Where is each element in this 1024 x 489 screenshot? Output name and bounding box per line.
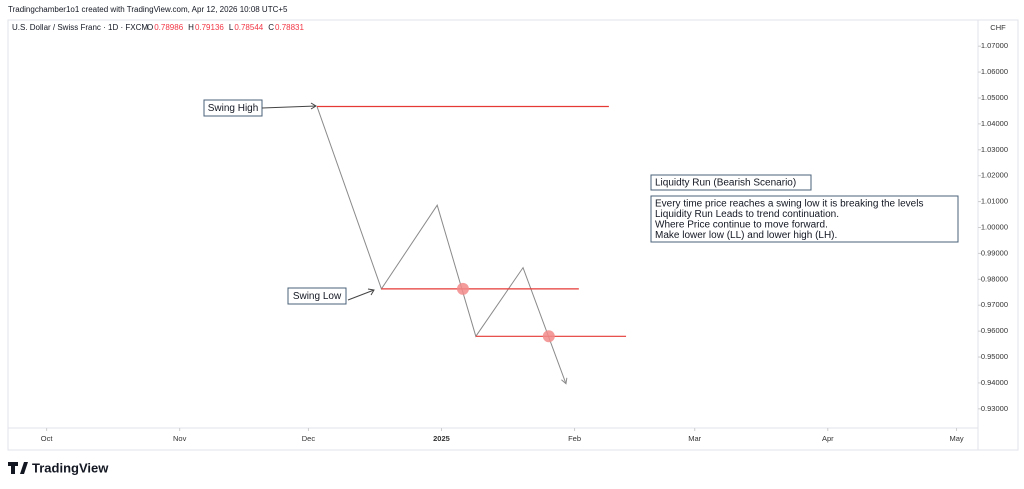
x-tick-label: Dec: [302, 434, 316, 443]
arrow-head: [310, 102, 317, 110]
ohlc-key: H: [188, 23, 194, 32]
y-tick-label: 0.97000: [981, 300, 1008, 309]
logo-mark: [8, 462, 28, 474]
swing-low-box: [287, 287, 347, 305]
scenario-line: Liquidity Run Leads to trend continuatio…: [655, 209, 839, 220]
arrow-head: [367, 288, 375, 296]
swing-low-label: Swing Low: [293, 291, 342, 302]
x-tick-label: Feb: [568, 434, 581, 443]
logo: TradingView: [8, 460, 109, 475]
y-tick-label: 0.99000: [981, 248, 1008, 257]
ohlc-value: 0.79136: [195, 23, 224, 32]
y-tick-label: 1.04000: [981, 119, 1008, 128]
ohlc-key: C: [268, 23, 274, 32]
y-tick-label: 1.06000: [981, 67, 1008, 76]
scenario-line: Every time price reaches a swing low it …: [655, 199, 923, 210]
ohlc-key: L: [229, 23, 234, 32]
arrow: [347, 289, 375, 301]
y-tick-label: 0.93000: [981, 404, 1008, 413]
y-tick-label: 0.94000: [981, 378, 1008, 387]
swing-high-label: Swing High: [208, 103, 259, 114]
scenario-title-box: [650, 174, 812, 191]
scenario-box: [650, 195, 959, 243]
x-tick-label: 2025: [433, 434, 450, 443]
y-tick-label: 1.07000: [981, 41, 1008, 50]
arrow-head: [561, 377, 568, 385]
y-tick-label: 0.95000: [981, 352, 1008, 361]
x-tick-label: Apr: [822, 434, 834, 443]
y-tick-label: 1.00000: [981, 222, 1008, 231]
y-tick-label: 1.02000: [981, 171, 1008, 180]
scenario-line: Where Price continue to move forward.: [655, 220, 828, 231]
brand: TradingView: [32, 460, 109, 475]
x-tick-label: May: [949, 434, 963, 443]
x-tick-label: Mar: [688, 434, 701, 443]
ohlc-key: O: [147, 23, 153, 32]
price-path: [316, 106, 567, 384]
currency: CHF: [990, 23, 1006, 32]
x-tick-label: Oct: [41, 434, 54, 443]
y-tick-label: 1.03000: [981, 145, 1008, 154]
symbol: U.S. Dollar / Swiss Franc · 1D · FXCM: [12, 23, 148, 32]
ohlc-value: 0.78986: [154, 23, 183, 32]
y-tick-label: 1.05000: [981, 93, 1008, 102]
break-marker: [542, 330, 555, 343]
arrow: [261, 105, 317, 109]
break-marker: [456, 282, 469, 295]
y-tick-label: 1.01000: [981, 197, 1008, 206]
scenario-title: Liquidty Run (Bearish Scenario): [655, 178, 796, 189]
x-tick-label: Nov: [173, 434, 187, 443]
ohlc-value: 0.78831: [275, 23, 304, 32]
ohlc-value: 0.78544: [234, 23, 263, 32]
y-tick-label: 0.98000: [981, 274, 1008, 283]
scenario-line: Make lower low (LL) and lower high (LH).: [655, 230, 837, 241]
chart-frame: [7, 19, 1019, 451]
credit: Tradingchamber1o1 created with TradingVi…: [8, 5, 288, 14]
y-tick-label: 0.96000: [981, 326, 1008, 335]
